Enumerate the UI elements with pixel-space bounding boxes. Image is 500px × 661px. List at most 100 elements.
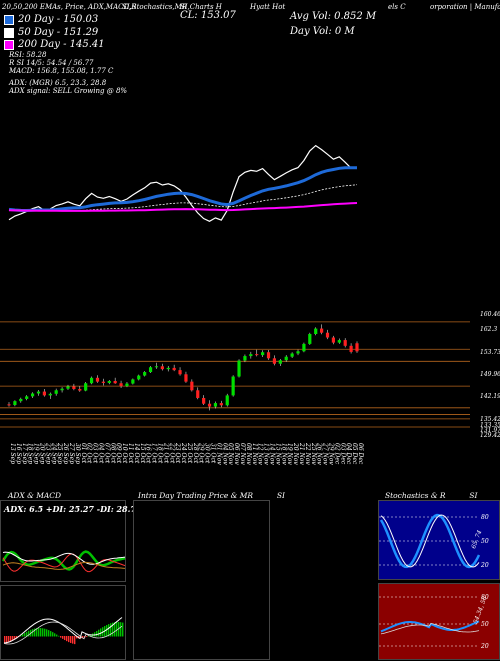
- candle-body: [272, 358, 277, 364]
- candle-body: [107, 381, 111, 383]
- candle-body: [261, 352, 265, 356]
- candle-body: [25, 396, 29, 399]
- adx-macd-title: ADX & MACD: [8, 491, 62, 500]
- date-tick-label: 08 Oct: [109, 443, 116, 464]
- price-tick-label: 129.42: [480, 432, 500, 439]
- macd-histogram-bar: [116, 622, 118, 637]
- intraday-panel: [133, 500, 270, 660]
- date-tick-label: 14 Oct: [133, 443, 140, 464]
- macd-histogram-bar: [76, 636, 78, 639]
- candle-body: [196, 390, 200, 398]
- candle-body: [331, 337, 336, 343]
- date-tick-label: 23 Sep: [44, 442, 51, 464]
- price-tick-label: 160.46: [480, 311, 500, 318]
- macd-histogram-bar: [48, 630, 50, 637]
- macd-histogram-bar: [122, 622, 124, 637]
- date-tick-label: 10 Oct: [121, 443, 128, 464]
- candle-body: [30, 393, 35, 397]
- date-tick-label: 15 Oct: [139, 443, 146, 464]
- ema200-swatch: [4, 39, 14, 50]
- date-tick-label: 13 Nov: [263, 443, 270, 465]
- macd-histogram-bar: [16, 636, 18, 639]
- macd-histogram-bar: [82, 636, 84, 639]
- macd-histogram-bar: [20, 635, 22, 637]
- macd-histogram-bar: [64, 636, 66, 641]
- macd-line: [3, 617, 123, 644]
- adx-values: ADX: 6.5 +DI: 25.27 -DI: 28.79: [4, 504, 142, 514]
- macd-histogram-bar: [50, 631, 52, 637]
- ema50-swatch: [4, 27, 14, 38]
- macd-histogram-bar: [120, 622, 122, 637]
- candle-body: [255, 354, 259, 356]
- price-tick-label: 142.19: [480, 393, 500, 400]
- candle-body: [13, 401, 17, 405]
- chart-subtitle-d: Hyatt Hot: [250, 3, 286, 11]
- candle-body: [184, 374, 188, 382]
- stoch-title: Stochastics & R SI: [385, 491, 478, 500]
- date-tick-label: 12 Nov: [257, 443, 264, 465]
- date-tick-label: 29 Oct: [198, 442, 205, 464]
- macd-histogram-bar: [66, 636, 68, 642]
- date-tick-label: 04 Nov: [221, 443, 228, 465]
- candle-body: [7, 404, 11, 406]
- macd-histogram-bar: [32, 629, 34, 637]
- macd-histogram-bar: [96, 630, 98, 637]
- candle-body: [178, 370, 182, 375]
- candle-body: [266, 352, 271, 359]
- candle-body: [314, 328, 318, 334]
- date-tick-label: 03 Oct: [92, 443, 99, 464]
- chart-subtitle-f: orporation | Manufa: [430, 3, 500, 11]
- candle-body: [48, 393, 52, 396]
- macd-histogram-bar: [24, 632, 26, 637]
- candle-body: [84, 383, 88, 391]
- adx-aux-line: [2, 561, 126, 570]
- macd-histogram-bar: [10, 636, 12, 642]
- date-tick-label: 17 Oct: [151, 443, 158, 464]
- macd-panel: [0, 585, 126, 660]
- date-tick-label: 02 Dec: [333, 443, 340, 465]
- date-tick-label: 30 Sep: [74, 443, 81, 464]
- candle-body: [278, 360, 282, 364]
- macd-readout: MACD: 156.8, 155.08, 1.77 C: [9, 67, 114, 75]
- macd-plot: [3, 617, 124, 645]
- macd-histogram-bar: [90, 634, 92, 637]
- candle-body: [78, 389, 82, 391]
- rsi-line: [380, 620, 480, 633]
- ema20-line: [8, 166, 357, 213]
- candle-body: [131, 379, 135, 384]
- candle-body: [296, 351, 300, 354]
- rsi-signal-line: [380, 622, 480, 635]
- candle-body: [207, 403, 212, 407]
- adx-line: [2, 551, 126, 565]
- price-chart: 160.46 162.3 153.73 149.96 142.19 135.42133.3…: [0, 144, 500, 465]
- candle-body: [89, 377, 94, 384]
- intraday-title-text: Intra Day Trading Price & MR: [138, 491, 254, 500]
- date-tick-label: 05 Dec: [351, 443, 358, 465]
- candle-body: [325, 332, 330, 338]
- macd-histogram-bar: [26, 631, 28, 637]
- macd-signal-line: [3, 621, 123, 645]
- macd-histogram-bar: [110, 623, 112, 637]
- macd-histogram-bar: [56, 634, 58, 637]
- date-tick-label: 27 Sep: [68, 442, 75, 464]
- date-tick-label: 20 Nov: [292, 442, 299, 465]
- candle-body: [320, 328, 324, 333]
- rsi-tick-label: 20: [480, 643, 489, 650]
- date-tick-label: 16 Oct: [145, 443, 152, 464]
- adx-signal: ADX signal: SELL Growing @ 8%: [9, 87, 128, 95]
- rsi-panel: 80 50 20 54.34, 56: [378, 583, 500, 660]
- date-tick-label: 11 Oct: [127, 443, 134, 464]
- candle-body: [290, 353, 294, 357]
- macd-histogram-bar: [60, 636, 62, 638]
- ema50-line: [8, 184, 358, 212]
- date-tick-label: 01 Nov: [215, 443, 222, 465]
- stoch-tick-label: 50: [481, 538, 489, 545]
- candle-body: [219, 403, 223, 406]
- date-tick-label: 07 Nov: [239, 443, 246, 465]
- chart-subtitle-b: SI,Stochastics,MR: [122, 3, 188, 11]
- macd-histogram-bar: [54, 633, 56, 637]
- macd-histogram-bar: [114, 622, 116, 637]
- candle-body: [119, 383, 123, 387]
- ema50-label: 50 Day - 151.29: [18, 27, 99, 38]
